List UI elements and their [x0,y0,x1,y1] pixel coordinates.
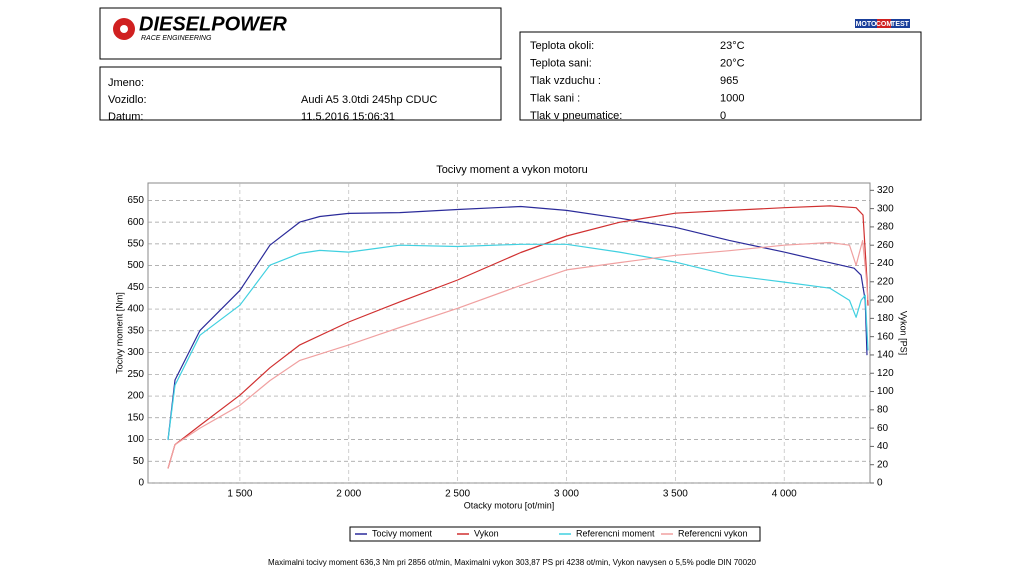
y2-tick-label: 160 [877,331,894,342]
badge-bg [855,19,877,28]
y-tick-label: 200 [127,391,144,402]
y-tick-label: 50 [133,456,145,467]
field-value: 11.5.2016 15:06:31 [301,111,395,123]
badge-bg [891,19,910,28]
field-label: Datum: [108,111,143,123]
badge-text: TEST [891,21,910,28]
x-axis-label: Otacky motoru [ot/min] [464,500,555,510]
legend-box [349,526,761,542]
x-tick-label: 4 000 [772,489,797,500]
y-tick-label: 100 [127,434,144,445]
plot-area [147,182,871,484]
y2-tick-label: 100 [877,386,894,397]
x-tick-label: 1 500 [227,489,252,500]
logo-icon-hub [120,25,128,33]
y2-tick-label: 260 [877,240,894,251]
x-tick-label: 2 500 [445,489,470,500]
y2-tick-label: 220 [877,276,894,287]
y-tick-label: 150 [127,412,144,423]
field-value: 1000 [720,92,744,104]
field-label: Tlak v pneumatice: [530,110,622,122]
badge-bg [877,19,891,28]
field-label: Teplota sani: [530,57,592,69]
x-tick-label: 3 500 [663,489,688,500]
chart-title: Tocivy moment a vykon motoru [436,164,588,176]
field-value: 965 [720,75,738,87]
badge-text: MOTO [856,21,877,28]
y2-tick-label: 0 [877,478,883,489]
footer-text: Maximalni tocivy moment 636,3 Nm pri 285… [268,558,756,567]
series-line [167,240,869,469]
y2-axis-label: Vykon [PS] [899,311,909,355]
y2-tick-label: 60 [877,423,889,434]
field-label: Jmeno: [108,77,144,89]
logo-brand: DIESELPOWER [139,13,287,35]
y-tick-label: 550 [127,239,144,250]
badge-text: COM [876,21,893,28]
y2-tick-label: 280 [877,222,894,233]
y-tick-label: 600 [127,217,144,228]
vehicle-box [99,66,502,121]
series-line [167,243,869,441]
logo-box [99,7,502,60]
y-tick-label: 250 [127,369,144,380]
y2-tick-label: 300 [877,203,894,214]
conditions-box [519,31,922,121]
y-tick-label: 0 [138,478,144,489]
y-tick-label: 650 [127,195,144,206]
y2-tick-label: 200 [877,295,894,306]
y2-tick-label: 320 [877,185,894,196]
field-label: Vozidlo: [108,94,147,106]
x-tick-label: 3 000 [554,489,579,500]
legend-label: Vykon [474,528,499,538]
y2-tick-label: 180 [877,313,894,324]
field-label: Teplota okoli: [530,40,594,52]
y2-tick-label: 240 [877,258,894,269]
y-tick-label: 450 [127,282,144,293]
field-value: 20°C [720,57,745,69]
field-label: Tlak vzduchu : [530,75,601,87]
x-tick-label: 2 000 [336,489,361,500]
series-line [167,205,868,441]
y2-tick-label: 20 [877,459,889,470]
legend-label: Referencni moment [576,528,655,538]
y-tick-label: 300 [127,347,144,358]
y2-tick-label: 140 [877,350,894,361]
field-value: 0 [720,110,726,122]
y2-tick-label: 40 [877,441,889,452]
y2-tick-label: 120 [877,368,894,379]
logo-sub: RACE ENGINEERING [141,35,212,42]
y-tick-label: 400 [127,304,144,315]
field-value: 23°C [720,40,745,52]
legend-label: Tocivy moment [372,528,433,538]
field-value: Audi A5 3.0tdi 245hp CDUC [301,94,437,106]
y-tick-label: 350 [127,325,144,336]
field-label: Tlak sani : [530,92,580,104]
y-tick-label: 500 [127,260,144,271]
y2-tick-label: 80 [877,404,889,415]
y-axis-label: Tocivy moment [Nm] [114,292,124,374]
legend-label: Referencni vykon [678,528,748,538]
